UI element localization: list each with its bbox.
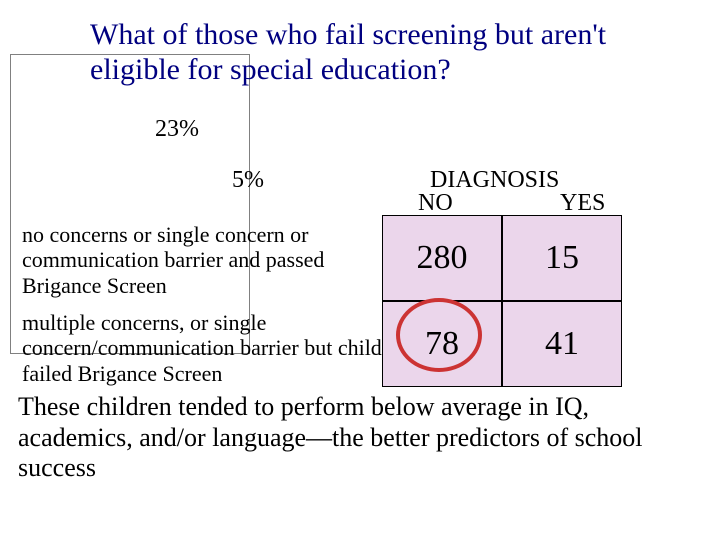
- column-no-header: NO: [418, 190, 453, 217]
- data-grid: 280 15 78 41: [382, 215, 622, 387]
- cell-row2-yes: 41: [502, 301, 622, 387]
- column-yes-header: YES: [560, 190, 605, 217]
- percent-23: 23%: [155, 116, 199, 143]
- row1-description: no concerns or single concern or communi…: [22, 222, 377, 298]
- slide-title: What of those who fail screening but are…: [90, 18, 700, 87]
- footer-text: These children tended to perform below a…: [18, 392, 702, 484]
- cell-row2-no: 78: [382, 301, 502, 387]
- placeholder-box: [10, 54, 250, 354]
- cell-row1-yes: 15: [502, 215, 622, 301]
- cell-row1-no: 280: [382, 215, 502, 301]
- percent-5: 5%: [232, 167, 264, 194]
- row2-description: multiple concerns, or single concern/com…: [22, 310, 382, 386]
